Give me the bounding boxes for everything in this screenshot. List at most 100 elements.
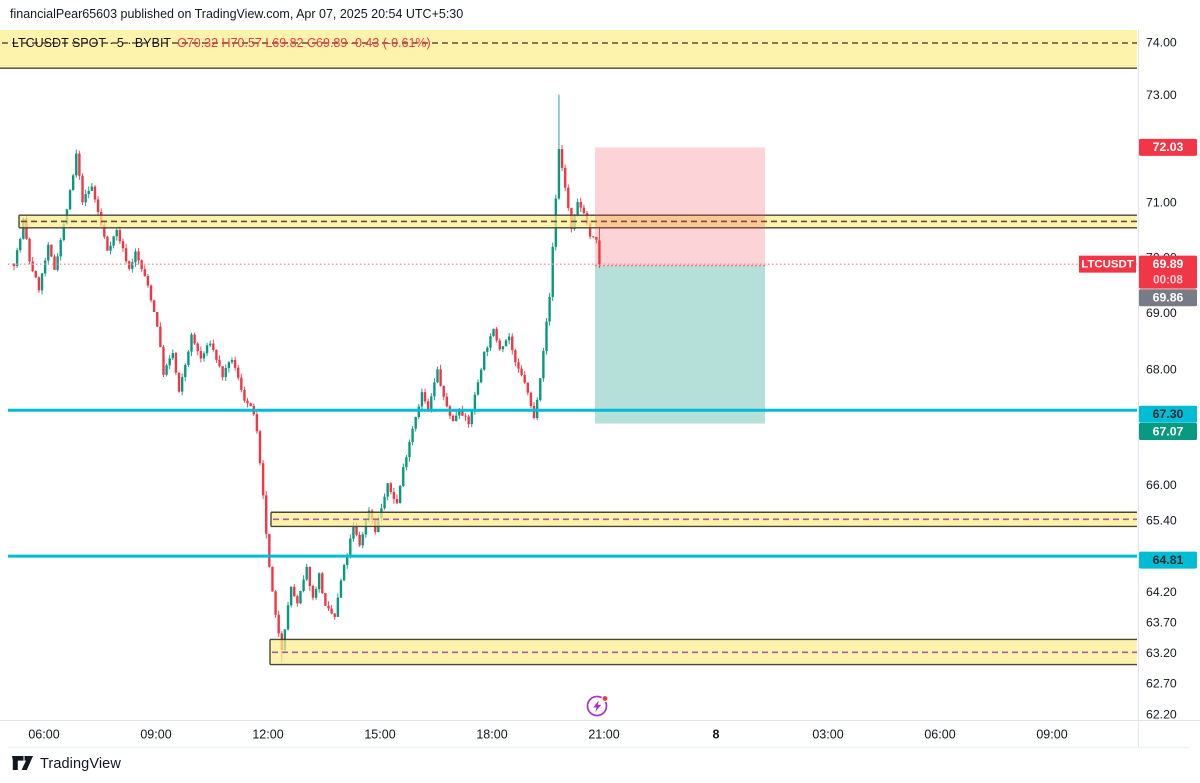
candle — [208, 340, 212, 348]
candle — [582, 204, 586, 215]
candle-body — [162, 347, 165, 375]
candle — [563, 164, 567, 191]
chart-legend: LTCUSDT SPOT · 5 · BYBIT O70.32 H70.57 L6… — [12, 36, 431, 50]
candle-body — [68, 190, 72, 210]
candle-body — [386, 483, 389, 497]
candle-body — [274, 591, 277, 615]
candle-body — [501, 346, 505, 350]
candle-body — [317, 573, 321, 590]
candle — [243, 386, 246, 403]
candle — [59, 237, 62, 261]
time-tick-label: 21:00 — [588, 727, 619, 741]
candle — [495, 326, 498, 343]
candle-body — [240, 377, 243, 390]
candle-body — [31, 261, 34, 272]
rr-target-area — [595, 265, 765, 424]
candle-body — [261, 463, 265, 496]
candle-body — [106, 236, 109, 251]
candle-body — [121, 241, 125, 249]
candle — [230, 357, 234, 364]
candle — [261, 459, 265, 500]
candle — [218, 355, 221, 368]
candle-body — [495, 328, 498, 341]
candle-body — [202, 353, 206, 359]
candle-body — [37, 277, 41, 291]
symbol-title: LTCUSDT SPOT · 5 · BYBIT — [12, 36, 172, 50]
candle-body — [56, 256, 59, 270]
price-badge-value: 67.07 — [1153, 424, 1184, 438]
candle-body — [349, 538, 352, 555]
candle-body — [479, 369, 483, 383]
candle-body — [243, 389, 246, 401]
price-badge-64.81: 64.81 — [1139, 551, 1197, 569]
candle — [43, 257, 47, 277]
lightning-icon — [593, 700, 602, 712]
candle — [511, 333, 514, 355]
candle — [595, 236, 598, 244]
candle — [423, 388, 427, 404]
risk-reward-short-box[interactable] — [595, 147, 765, 424]
candle — [224, 364, 227, 381]
candle-body — [464, 415, 467, 417]
candle-body — [168, 358, 171, 366]
candle-body — [299, 590, 302, 604]
candle-body — [433, 382, 436, 397]
candle — [467, 414, 470, 428]
candle — [156, 311, 159, 328]
candle-body — [249, 403, 252, 407]
candle-body — [246, 400, 249, 404]
candle-body — [588, 223, 592, 237]
candle — [551, 242, 554, 302]
candle — [439, 364, 442, 387]
candle — [311, 584, 315, 601]
candle-body — [62, 224, 66, 241]
candle — [240, 373, 243, 393]
candle — [205, 342, 209, 357]
candle — [121, 238, 125, 252]
price-axis[interactable]: 74.0073.0071.0070.0069.0068.0066.0065.40… — [1146, 35, 1177, 721]
price-tick-label: 65.40 — [1146, 513, 1177, 527]
time-axis[interactable]: 06:00 09:00 12:00 15:00 18:00 21:00 8 03:00 06:0… — [28, 727, 1067, 741]
price-badge-value: 72.03 — [1153, 140, 1184, 154]
chart-pane[interactable] — [0, 14, 1137, 666]
candle — [504, 339, 508, 347]
idea-lightning-marker[interactable] — [584, 692, 612, 720]
candle — [293, 584, 296, 597]
candle — [50, 244, 53, 258]
candle-body — [532, 406, 536, 419]
tradingview-logo-text: TradingView — [40, 755, 121, 772]
candle — [470, 409, 473, 428]
price-badge-value: 67.30 — [1153, 407, 1184, 421]
candle — [476, 379, 480, 396]
tradingview-logo[interactable]: TradingView — [12, 755, 121, 772]
candle — [454, 411, 458, 422]
candle-body — [542, 351, 545, 379]
candle-body — [436, 369, 439, 383]
candle-body — [454, 415, 458, 422]
candle-body — [149, 285, 153, 301]
candle-body — [342, 564, 346, 581]
price-badge-rect — [1139, 138, 1197, 156]
candle — [448, 404, 452, 420]
candle — [171, 349, 175, 361]
time-tick-label: 09:00 — [1036, 727, 1067, 741]
candle-body — [265, 495, 268, 534]
candle-body — [146, 275, 150, 286]
candle — [402, 463, 405, 487]
candle-body — [218, 359, 221, 367]
candle — [302, 575, 305, 593]
candle — [433, 378, 436, 401]
candle-body — [59, 240, 62, 257]
candle — [202, 351, 206, 362]
candle-body — [134, 251, 137, 263]
candle — [184, 363, 187, 382]
candle-body — [143, 269, 146, 276]
zone-demand-65-4 — [270, 511, 1137, 528]
candle-body — [364, 520, 368, 535]
candle-body — [579, 201, 582, 208]
candle-body — [190, 334, 193, 352]
candle — [361, 531, 364, 549]
candle — [37, 276, 41, 293]
candle-body — [224, 368, 227, 378]
